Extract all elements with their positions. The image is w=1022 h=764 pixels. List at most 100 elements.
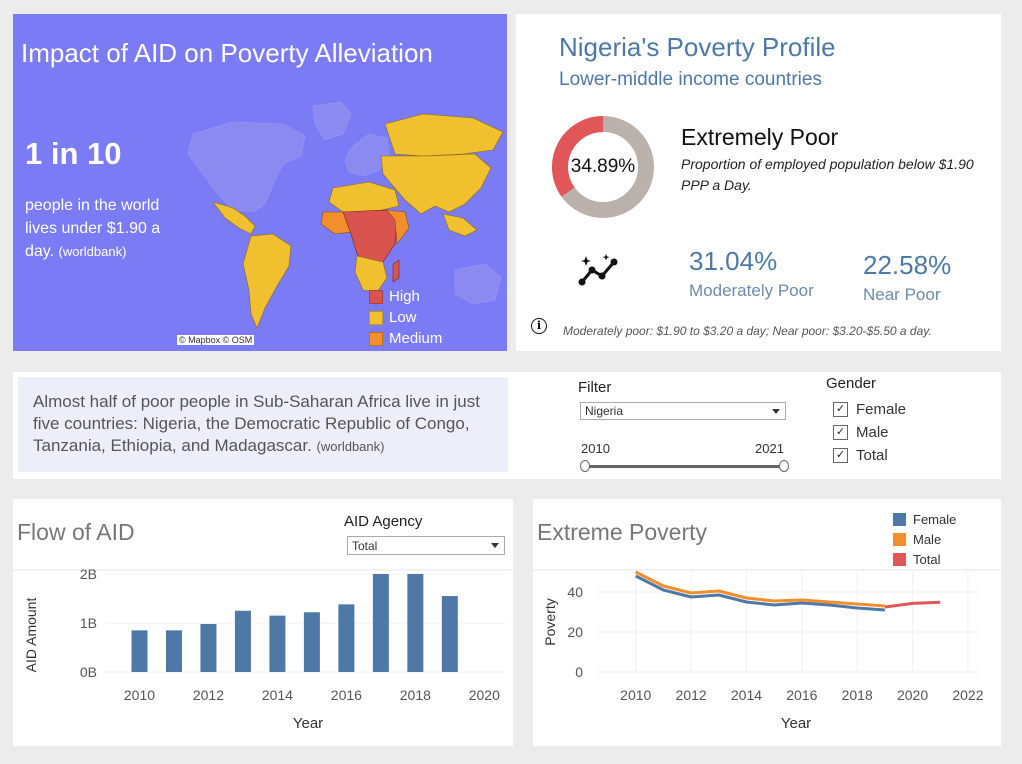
poverty-x-tick-label: 2018 (842, 687, 873, 703)
gender-option-male[interactable]: ✓ Male (833, 424, 889, 441)
poverty-x-tick-label: 2010 (620, 687, 651, 703)
aid-bar[interactable] (131, 630, 148, 672)
gender-label: Gender (826, 375, 877, 392)
map-region-russia[interactable] (384, 113, 504, 157)
aid-chart-panel: Flow of AID AID Agency Total 0B 1B 2B 2010 2… (13, 499, 513, 746)
extreme-poverty-donut[interactable] (548, 112, 658, 222)
map-legend-item-medium[interactable]: Medium (369, 328, 442, 349)
poverty-legend: Female Male Total (893, 509, 956, 569)
chevron-down-icon[interactable] (772, 409, 780, 414)
donut-extreme-segment (552, 116, 604, 197)
africa-fact: Almost half of poor people in Sub-Sahara… (33, 391, 503, 458)
headline-source: (worldbank) (58, 244, 127, 259)
aid-x-tick-label: 2010 (124, 687, 155, 703)
aid-bar[interactable] (303, 612, 320, 672)
map-region-central-africa[interactable] (342, 209, 398, 267)
poverty-legend-item-male[interactable]: Male (893, 529, 956, 549)
aid-bar[interactable] (165, 630, 182, 672)
donut-value: 34.89% (570, 156, 636, 177)
poverty-line-total[interactable] (884, 600, 941, 609)
poverty-y-axis-label: Poverty (542, 598, 558, 645)
map-region-southeast-asia[interactable] (442, 213, 478, 237)
aid-bar[interactable] (269, 615, 286, 672)
poverty-y-tick-label: 20 (567, 624, 583, 640)
poverty-chart-title: Extreme Poverty (537, 519, 707, 545)
aid-bar[interactable] (338, 604, 355, 672)
map-region-north-america[interactable] (187, 121, 306, 213)
aid-agency-dropdown[interactable]: Total (347, 536, 505, 555)
map-legend-label: Medium (389, 330, 443, 347)
poverty-legend-swatch (893, 512, 906, 526)
gender-option-total[interactable]: ✓ Total (833, 447, 888, 464)
map-legend-swatch (369, 289, 383, 304)
aid-agency-label: AID Agency (344, 513, 423, 530)
year-range-slider[interactable] (584, 465, 784, 468)
poverty-x-tick-label: 2022 (952, 687, 983, 703)
gender-female-checkbox[interactable]: ✓ (833, 402, 848, 417)
aid-bar[interactable] (200, 623, 217, 672)
gender-total-checkbox[interactable]: ✓ (833, 448, 848, 463)
moderate-poor-value: 31.04% (689, 246, 778, 276)
map-region-europe[interactable] (344, 133, 390, 177)
year-slider-min-handle[interactable] (580, 460, 590, 472)
map-region-australia[interactable] (454, 263, 502, 305)
map-legend-swatch (369, 331, 383, 346)
near-poor-value: 22.58% (863, 250, 952, 280)
poverty-line-male[interactable] (635, 570, 885, 608)
aid-x-tick-label: 2016 (331, 687, 362, 703)
map-region-greenland[interactable] (312, 101, 352, 141)
map-legend-item-low[interactable]: Low (369, 307, 442, 328)
country-filter-dropdown[interactable]: Nigeria (580, 402, 786, 420)
aid-bar[interactable] (407, 574, 424, 672)
poverty-line-chart[interactable]: 0 20 40 2010 2012 2014 2016 2018 2020 2022 Year Pov… (533, 566, 1001, 746)
aid-bar[interactable] (372, 574, 389, 672)
near-poor-label: Near Poor (863, 285, 941, 304)
map-region-north-africa[interactable] (328, 181, 400, 213)
map-legend-label: Low (389, 309, 417, 326)
profile-panel: Nigeria's Poverty Profile Lower-middle i… (516, 14, 1001, 351)
poverty-legend-item-female[interactable]: Female (893, 509, 956, 529)
poverty-chart-panel: Extreme Poverty Female Male Total 0 20 40 201… (533, 499, 1001, 746)
profile-subtitle: Lower-middle income countries (559, 69, 822, 90)
map-legend: High Low Medium (369, 286, 442, 349)
poverty-legend-label: Male (913, 531, 942, 547)
aid-y-axis-label: AID Amount (23, 598, 39, 673)
poverty-x-axis-label: Year (781, 715, 811, 732)
map-region-south-america[interactable] (242, 233, 292, 329)
chevron-down-icon[interactable] (491, 543, 499, 548)
info-icon[interactable]: i (531, 318, 547, 334)
world-map[interactable] (173, 94, 507, 334)
poverty-threshold-note: Moderately poor: $1.90 to $3.20 a day; N… (563, 324, 932, 338)
africa-fact-text: Almost half of poor people in Sub-Sahara… (33, 392, 480, 455)
gender-option-female[interactable]: ✓ Female (833, 401, 906, 418)
profile-title: Nigeria's Poverty Profile (559, 32, 836, 62)
aid-bar[interactable] (441, 596, 458, 672)
map-attribution[interactable]: © Mapbox © OSM (177, 335, 255, 345)
aid-agency-value: Total (352, 539, 378, 553)
poverty-line-female[interactable] (635, 574, 885, 612)
map-legend-item-high[interactable]: High (369, 286, 442, 307)
year-slider-max-handle[interactable] (779, 460, 789, 472)
map-region-east-africa[interactable] (386, 209, 410, 245)
map-panel: Impact of AID on Poverty Alleviation 1 i… (13, 14, 507, 351)
extreme-poor-description: Proportion of employed population below … (681, 156, 974, 193)
aid-x-tick-label: 2012 (193, 687, 224, 703)
map-region-madagascar[interactable] (392, 259, 400, 283)
map-legend-label: High (389, 288, 420, 305)
aid-x-tick-label: 2018 (400, 687, 431, 703)
poverty-y-tick-label: 40 (567, 584, 583, 600)
poverty-legend-swatch (893, 552, 906, 566)
trend-sparkle-icon (578, 254, 618, 286)
map-region-central-america[interactable] (212, 201, 256, 235)
map-region-asia[interactable] (380, 153, 492, 215)
aid-bar-chart[interactable]: 0B 1B 2B 2010 2012 2014 2016 2018 2020 Year AID Am… (13, 566, 513, 746)
aid-chart-title: Flow of AID (17, 519, 135, 545)
poverty-legend-item-total[interactable]: Total (893, 549, 956, 569)
gender-male-checkbox[interactable]: ✓ (833, 425, 848, 440)
headline-description: people in the world lives under $1.90 a … (25, 194, 185, 263)
map-legend-swatch (369, 310, 383, 325)
poverty-x-tick-label: 2016 (786, 687, 817, 703)
poverty-x-tick-label: 2014 (731, 687, 762, 703)
aid-y-tick-label: 1B (80, 615, 97, 631)
aid-bar[interactable] (234, 610, 251, 672)
